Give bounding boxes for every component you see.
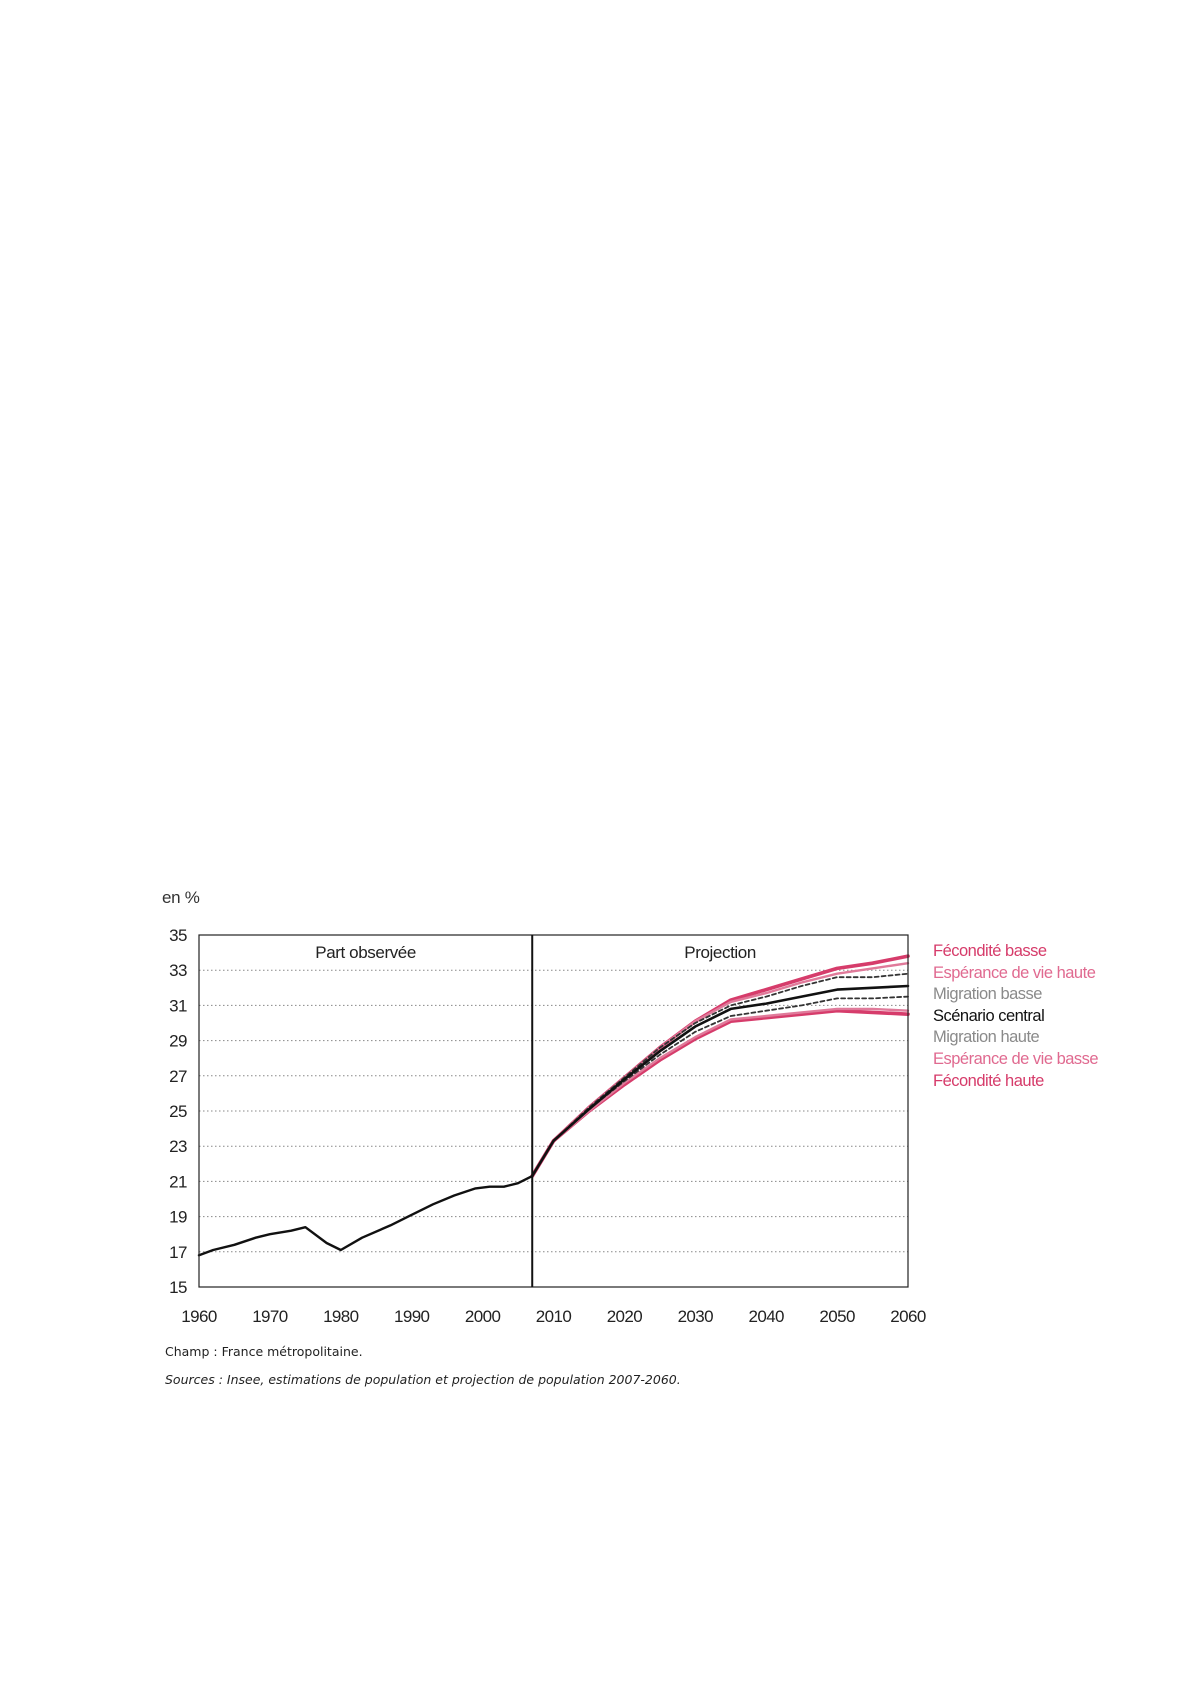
legend-item: Scénario central (933, 1006, 1045, 1025)
y-tick-label: 19 (169, 1208, 187, 1227)
legend-item: Espérance de vie basse (933, 1049, 1099, 1068)
unit-label: en % (162, 888, 200, 907)
y-axis-ticks: 15 17 19 21 23 25 27 29 31 33 35 (169, 926, 187, 1297)
y-tick-label: 15 (169, 1278, 187, 1297)
x-tick-label: 1970 (252, 1307, 288, 1326)
y-tick-label: 31 (169, 996, 187, 1015)
x-axis-ticks: 1960 1970 1980 1990 2000 2010 2020 2030 2040 2050… (181, 1307, 926, 1326)
x-tick-label: 1980 (323, 1307, 359, 1326)
y-tick-label: 33 (169, 961, 187, 980)
legend-item: Migration haute (933, 1028, 1040, 1047)
series-line-esperance-de-vie-basse (531, 1007, 910, 1178)
y-tick-label: 17 (169, 1243, 187, 1262)
sources-note: Sources : Insee, estimations de populati… (165, 1372, 681, 1387)
region-label-projection: Projection (684, 943, 756, 962)
y-tick-label: 27 (169, 1067, 187, 1086)
legend-item: Fécondité haute (933, 1071, 1044, 1090)
x-tick-label: 2060 (890, 1307, 926, 1326)
x-tick-label: 2030 (678, 1307, 714, 1326)
x-tick-label: 2020 (607, 1307, 643, 1326)
x-tick-label: 2050 (819, 1307, 855, 1326)
series-line-fecondite-haute (530, 1008, 910, 1178)
legend-item: Fécondité basse (933, 942, 1047, 960)
series-line-scenario-central (530, 984, 910, 1178)
scope-note: Champ : France métropolitaine. (165, 1344, 363, 1359)
legend: Fécondité basse Espérance de vie haute Mig… (933, 941, 1099, 1092)
x-tick-label: 1990 (394, 1307, 430, 1326)
series-line-observed (197, 1174, 534, 1257)
x-tick-label: 2000 (465, 1307, 501, 1326)
region-label-observed: Part observée (315, 943, 416, 962)
y-tick-label: 29 (169, 1032, 187, 1051)
x-tick-label: 2010 (536, 1307, 572, 1326)
y-tick-label: 25 (169, 1102, 187, 1121)
x-tick-label: 2040 (748, 1307, 784, 1326)
legend-item: Migration basse (933, 985, 1042, 1004)
x-tick-label: 1960 (181, 1307, 217, 1326)
series-line-esperance-de-vie-haute (531, 962, 910, 1178)
y-tick-label: 23 (169, 1137, 187, 1156)
y-tick-label: 35 (169, 926, 187, 945)
plot-frame (198, 934, 909, 1288)
series-lines (197, 954, 910, 1257)
y-tick-label: 21 (169, 1172, 187, 1191)
legend-item: Espérance de vie haute (933, 963, 1096, 982)
